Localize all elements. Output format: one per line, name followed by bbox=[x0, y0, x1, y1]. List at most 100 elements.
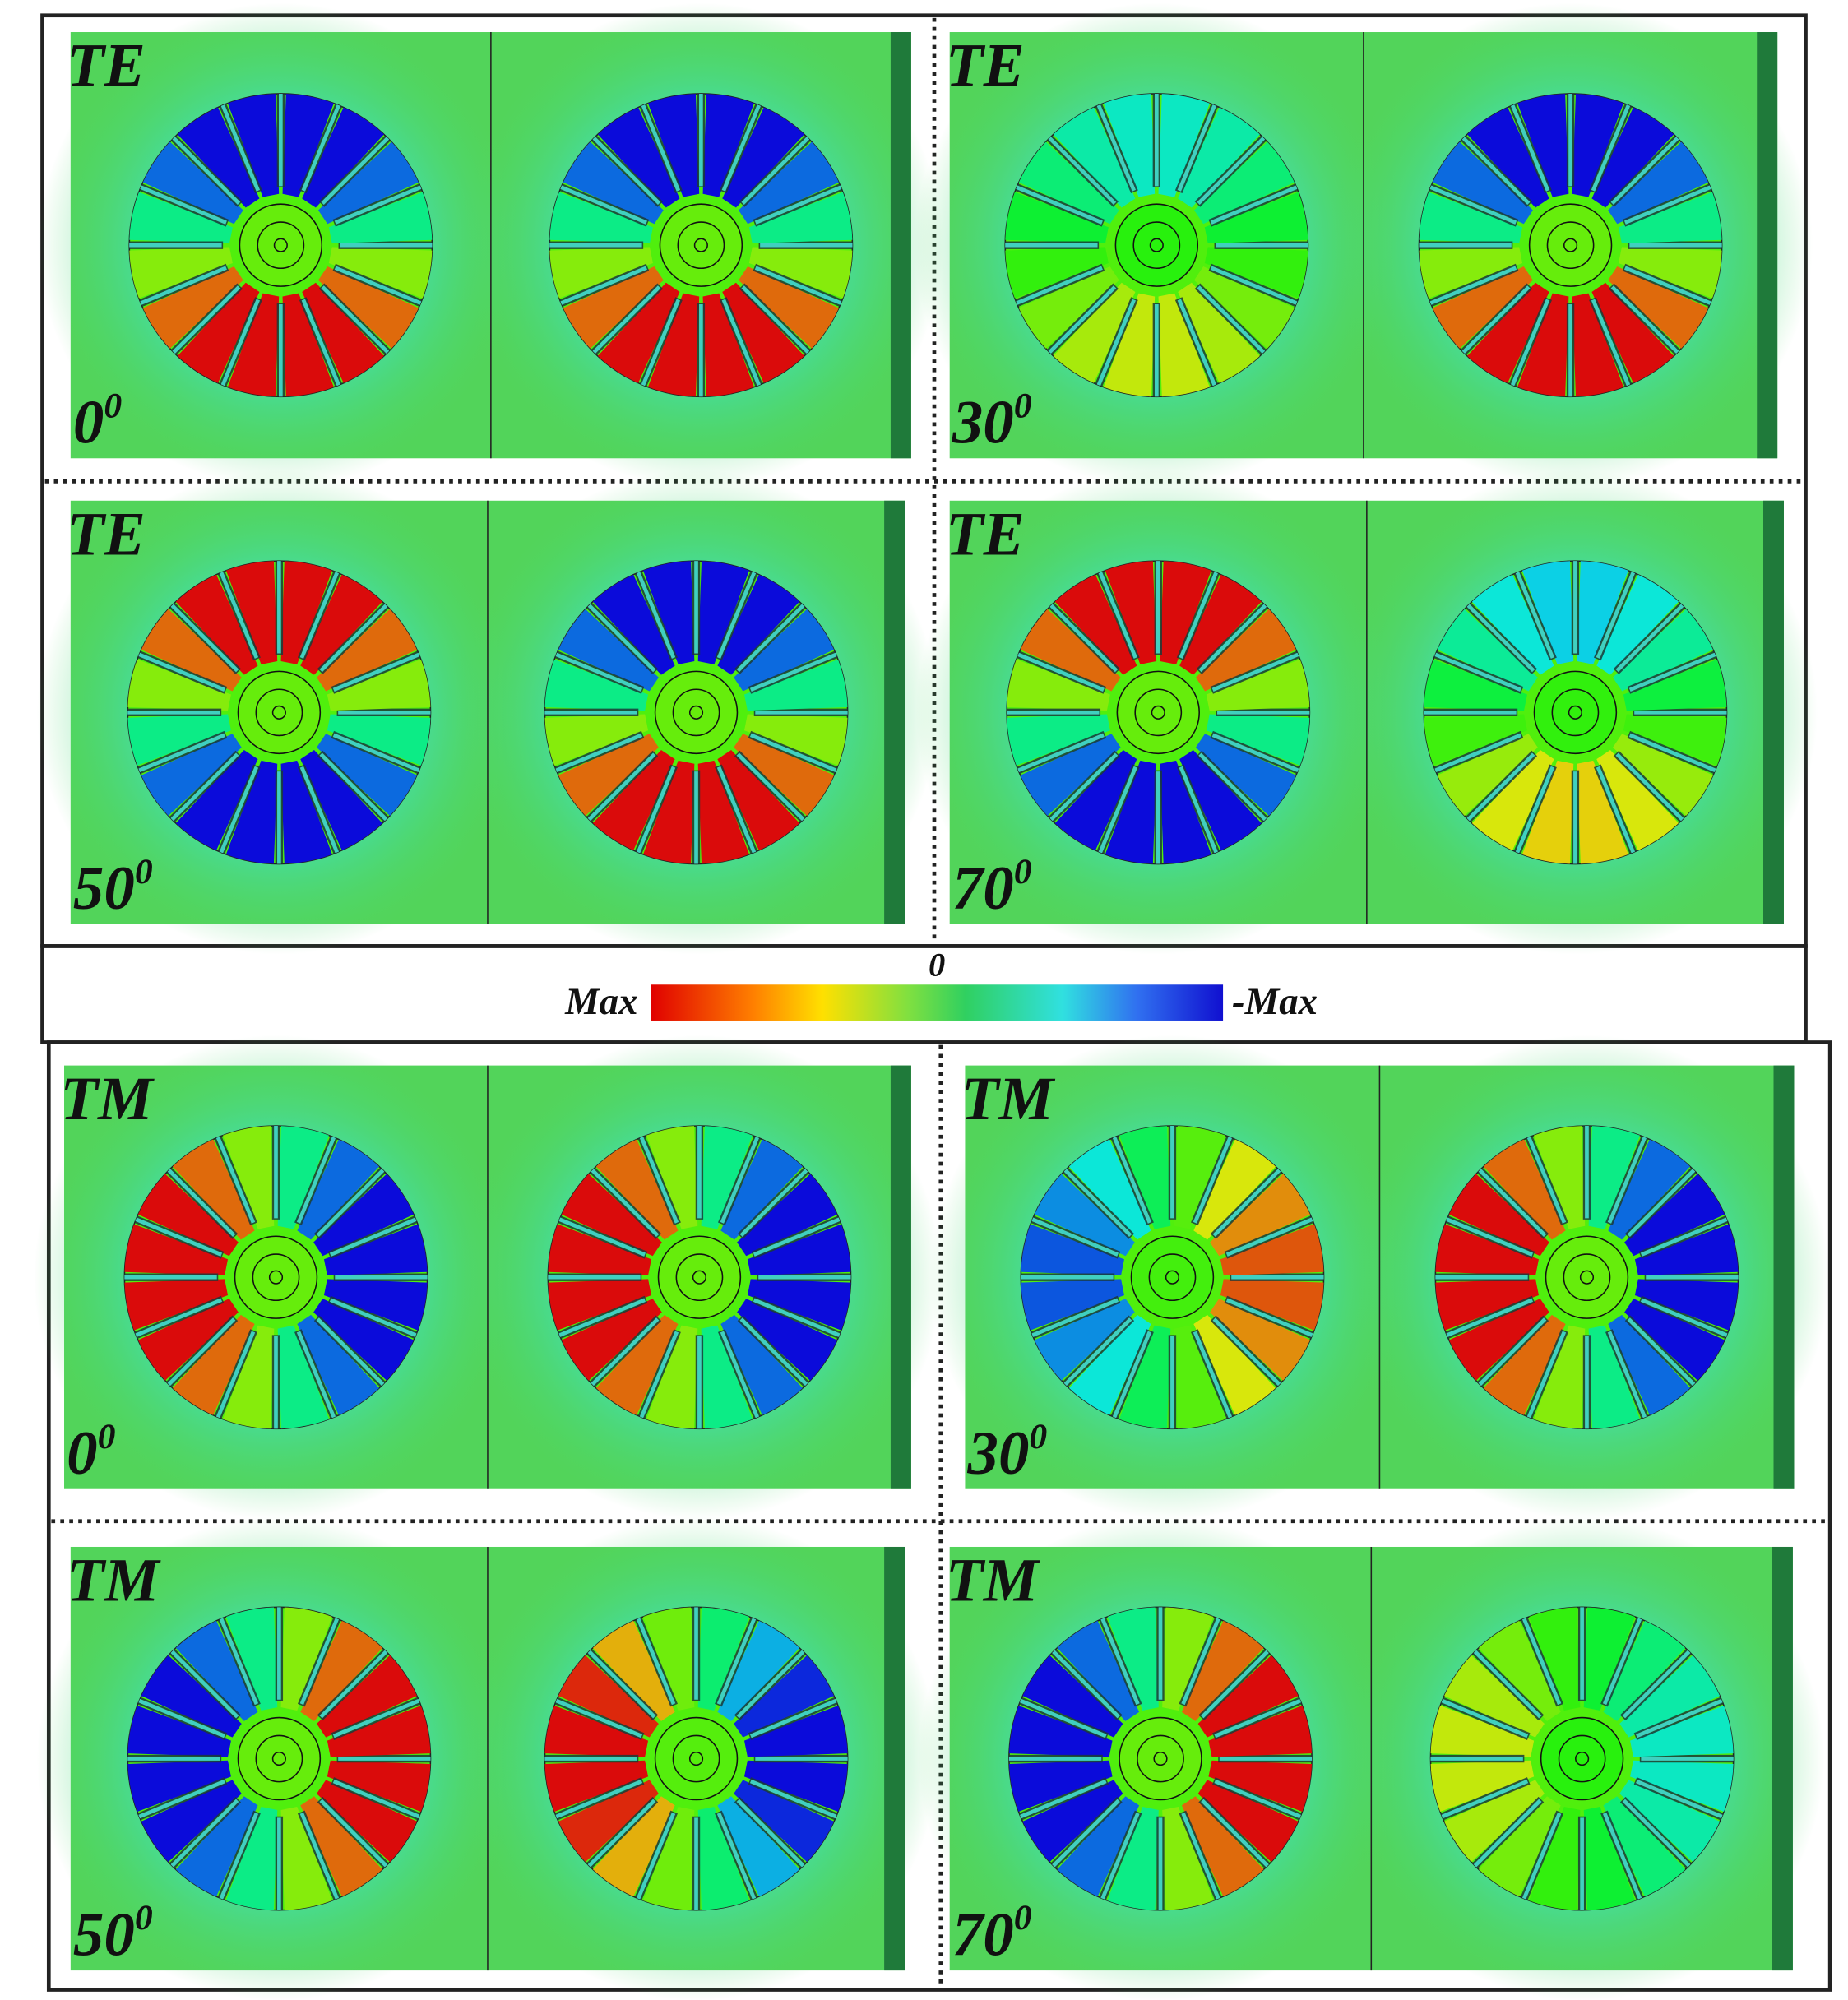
field-sector bbox=[1158, 94, 1210, 197]
field-sector bbox=[1178, 107, 1260, 208]
field-sector bbox=[141, 734, 242, 816]
ring bbox=[255, 1734, 303, 1783]
field-sector bbox=[1435, 1224, 1539, 1275]
slot-core bbox=[316, 1317, 385, 1387]
slot-core bbox=[555, 1779, 643, 1819]
field-sector bbox=[277, 1325, 329, 1429]
field-sector bbox=[643, 1607, 695, 1711]
field-sector bbox=[643, 1807, 695, 1910]
slot-core bbox=[716, 766, 757, 854]
ring bbox=[654, 670, 739, 755]
field-sector bbox=[563, 266, 664, 349]
angle-degree: 0 bbox=[104, 386, 122, 425]
ring bbox=[1116, 670, 1200, 755]
field-sector bbox=[1448, 1299, 1549, 1381]
slot-core bbox=[301, 299, 340, 387]
field-sector bbox=[544, 714, 649, 766]
field-sector bbox=[277, 1126, 329, 1229]
slot-core bbox=[1177, 299, 1216, 387]
slot-core bbox=[1049, 752, 1119, 822]
field-sector bbox=[1603, 1796, 1686, 1897]
field-sector bbox=[1178, 282, 1260, 383]
field-sector bbox=[592, 750, 675, 850]
panel: TE 00 bbox=[38, 2, 943, 488]
field-sector bbox=[743, 1760, 848, 1812]
slot-core bbox=[220, 299, 261, 387]
angle-value: 0 bbox=[67, 1419, 97, 1488]
slot-core bbox=[1628, 733, 1716, 772]
slot-core bbox=[560, 266, 647, 305]
slot-core bbox=[1052, 1650, 1120, 1719]
slot-core bbox=[332, 1698, 420, 1738]
field-sector bbox=[1162, 1807, 1214, 1910]
ring bbox=[1563, 1253, 1611, 1302]
mode-label: TM bbox=[946, 1547, 1040, 1615]
field-sector bbox=[142, 141, 243, 225]
field-sector bbox=[1483, 1139, 1566, 1240]
slot-core bbox=[1225, 1217, 1313, 1257]
slot-core bbox=[138, 652, 225, 692]
slot-core bbox=[1591, 299, 1631, 387]
field-sector bbox=[643, 561, 695, 664]
ring bbox=[1563, 238, 1578, 252]
slot-core bbox=[641, 299, 681, 387]
field-sector bbox=[1634, 1224, 1739, 1275]
slot-core bbox=[749, 733, 837, 772]
slot-core bbox=[1063, 1169, 1132, 1238]
slot-core bbox=[1048, 137, 1117, 206]
field-sector bbox=[1054, 574, 1137, 675]
angle-label: 300 bbox=[952, 386, 1032, 456]
slot-core bbox=[138, 1779, 225, 1819]
slot-core bbox=[1607, 1137, 1647, 1224]
slot-core bbox=[716, 1618, 757, 1706]
field-sector bbox=[1105, 760, 1157, 864]
mode-label: TE bbox=[946, 32, 1025, 100]
slot-core bbox=[1017, 652, 1105, 692]
slot-core bbox=[555, 652, 643, 692]
slot-core bbox=[140, 266, 227, 305]
field-sector bbox=[327, 714, 431, 766]
slot-core bbox=[138, 1698, 225, 1738]
slot-core bbox=[1521, 1618, 1562, 1706]
slot-core bbox=[299, 766, 340, 854]
field-sector bbox=[1588, 1325, 1640, 1429]
slot-core bbox=[172, 285, 241, 354]
slot-core bbox=[1181, 1618, 1220, 1706]
field-sector bbox=[317, 734, 417, 816]
slot-core bbox=[1596, 766, 1636, 854]
slot-core bbox=[135, 1217, 223, 1257]
slot-core bbox=[138, 733, 225, 772]
slot-core bbox=[1193, 1331, 1233, 1419]
field-sector bbox=[1634, 1279, 1739, 1331]
slot-core bbox=[1429, 185, 1517, 225]
field-sector bbox=[297, 1314, 380, 1415]
field-sector bbox=[137, 1299, 239, 1381]
field-sector bbox=[1158, 293, 1210, 397]
ring bbox=[692, 1270, 707, 1285]
ring bbox=[1114, 203, 1199, 287]
angle-degree: 0 bbox=[135, 852, 153, 891]
field-sector bbox=[720, 1314, 804, 1415]
field-sector bbox=[317, 1780, 417, 1863]
slot-core bbox=[140, 185, 227, 225]
slot-core bbox=[587, 604, 656, 673]
field-sector bbox=[300, 750, 382, 850]
angle-value: 50 bbox=[73, 1900, 135, 1969]
ring bbox=[1149, 238, 1164, 252]
angle-value: 30 bbox=[967, 1419, 1030, 1488]
ring bbox=[1533, 670, 1618, 755]
field-sector bbox=[739, 266, 839, 349]
panel: TM 700 bbox=[918, 1516, 1825, 2000]
field-sector bbox=[1529, 1607, 1581, 1711]
field-sector bbox=[317, 1655, 417, 1738]
field-sector bbox=[141, 609, 242, 692]
slot-core bbox=[1016, 266, 1103, 305]
field-sector bbox=[697, 1607, 750, 1711]
panel-edge bbox=[1757, 32, 1778, 459]
slot-core bbox=[1100, 1812, 1140, 1900]
angle-value: 70 bbox=[952, 854, 1014, 923]
ring bbox=[1165, 1270, 1180, 1285]
slot-core bbox=[1461, 285, 1531, 354]
slot-core bbox=[1211, 733, 1299, 772]
field-sector bbox=[1591, 107, 1674, 208]
